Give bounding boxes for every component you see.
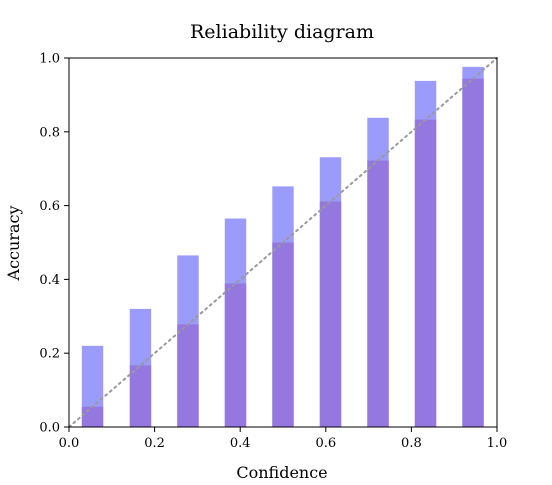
perfect-calibration-line <box>68 57 498 428</box>
chart-title: Reliability diagram <box>190 21 374 43</box>
confidence-bar-1 <box>129 365 152 427</box>
confidence-bar-3 <box>224 283 247 427</box>
x-axis-ticks: 0.0 0.2 0.4 0.6 0.8 1.0 <box>59 427 508 451</box>
confidence-bar-5 <box>319 201 342 427</box>
x-tick-label-2: 0.4 <box>230 436 251 451</box>
x-tick-label-1: 0.2 <box>144 436 165 451</box>
x-tick-label-3: 0.6 <box>315 436 336 451</box>
y-tick-label-3: 0.6 <box>39 199 60 214</box>
confidence-bar-6 <box>367 160 389 427</box>
y-tick-label-5: 1.0 <box>39 52 60 67</box>
y-tick-label-1: 0.2 <box>39 347 60 362</box>
x-axis-label: Confidence <box>236 463 327 480</box>
plot-frame <box>68 57 498 428</box>
confidence-bar-7 <box>414 119 437 428</box>
confidence-bar-2 <box>177 324 199 427</box>
y-tick-label-0: 0.0 <box>39 421 60 436</box>
x-tick-label-4: 0.8 <box>401 436 422 451</box>
confidence-bar-8 <box>462 78 484 427</box>
y-axis-ticks: 0.0 0.2 0.4 0.6 0.8 1.0 <box>39 52 69 436</box>
bars-layer <box>81 66 484 428</box>
confidence-bar-0 <box>81 406 104 427</box>
y-tick-label-4: 0.8 <box>39 125 60 140</box>
y-axis-label: Accuracy <box>4 206 23 282</box>
x-tick-label-5: 1.0 <box>487 436 508 451</box>
y-tick-label-2: 0.4 <box>39 273 60 288</box>
x-tick-label-0: 0.0 <box>59 436 80 451</box>
confidence-bar-4 <box>272 242 294 427</box>
